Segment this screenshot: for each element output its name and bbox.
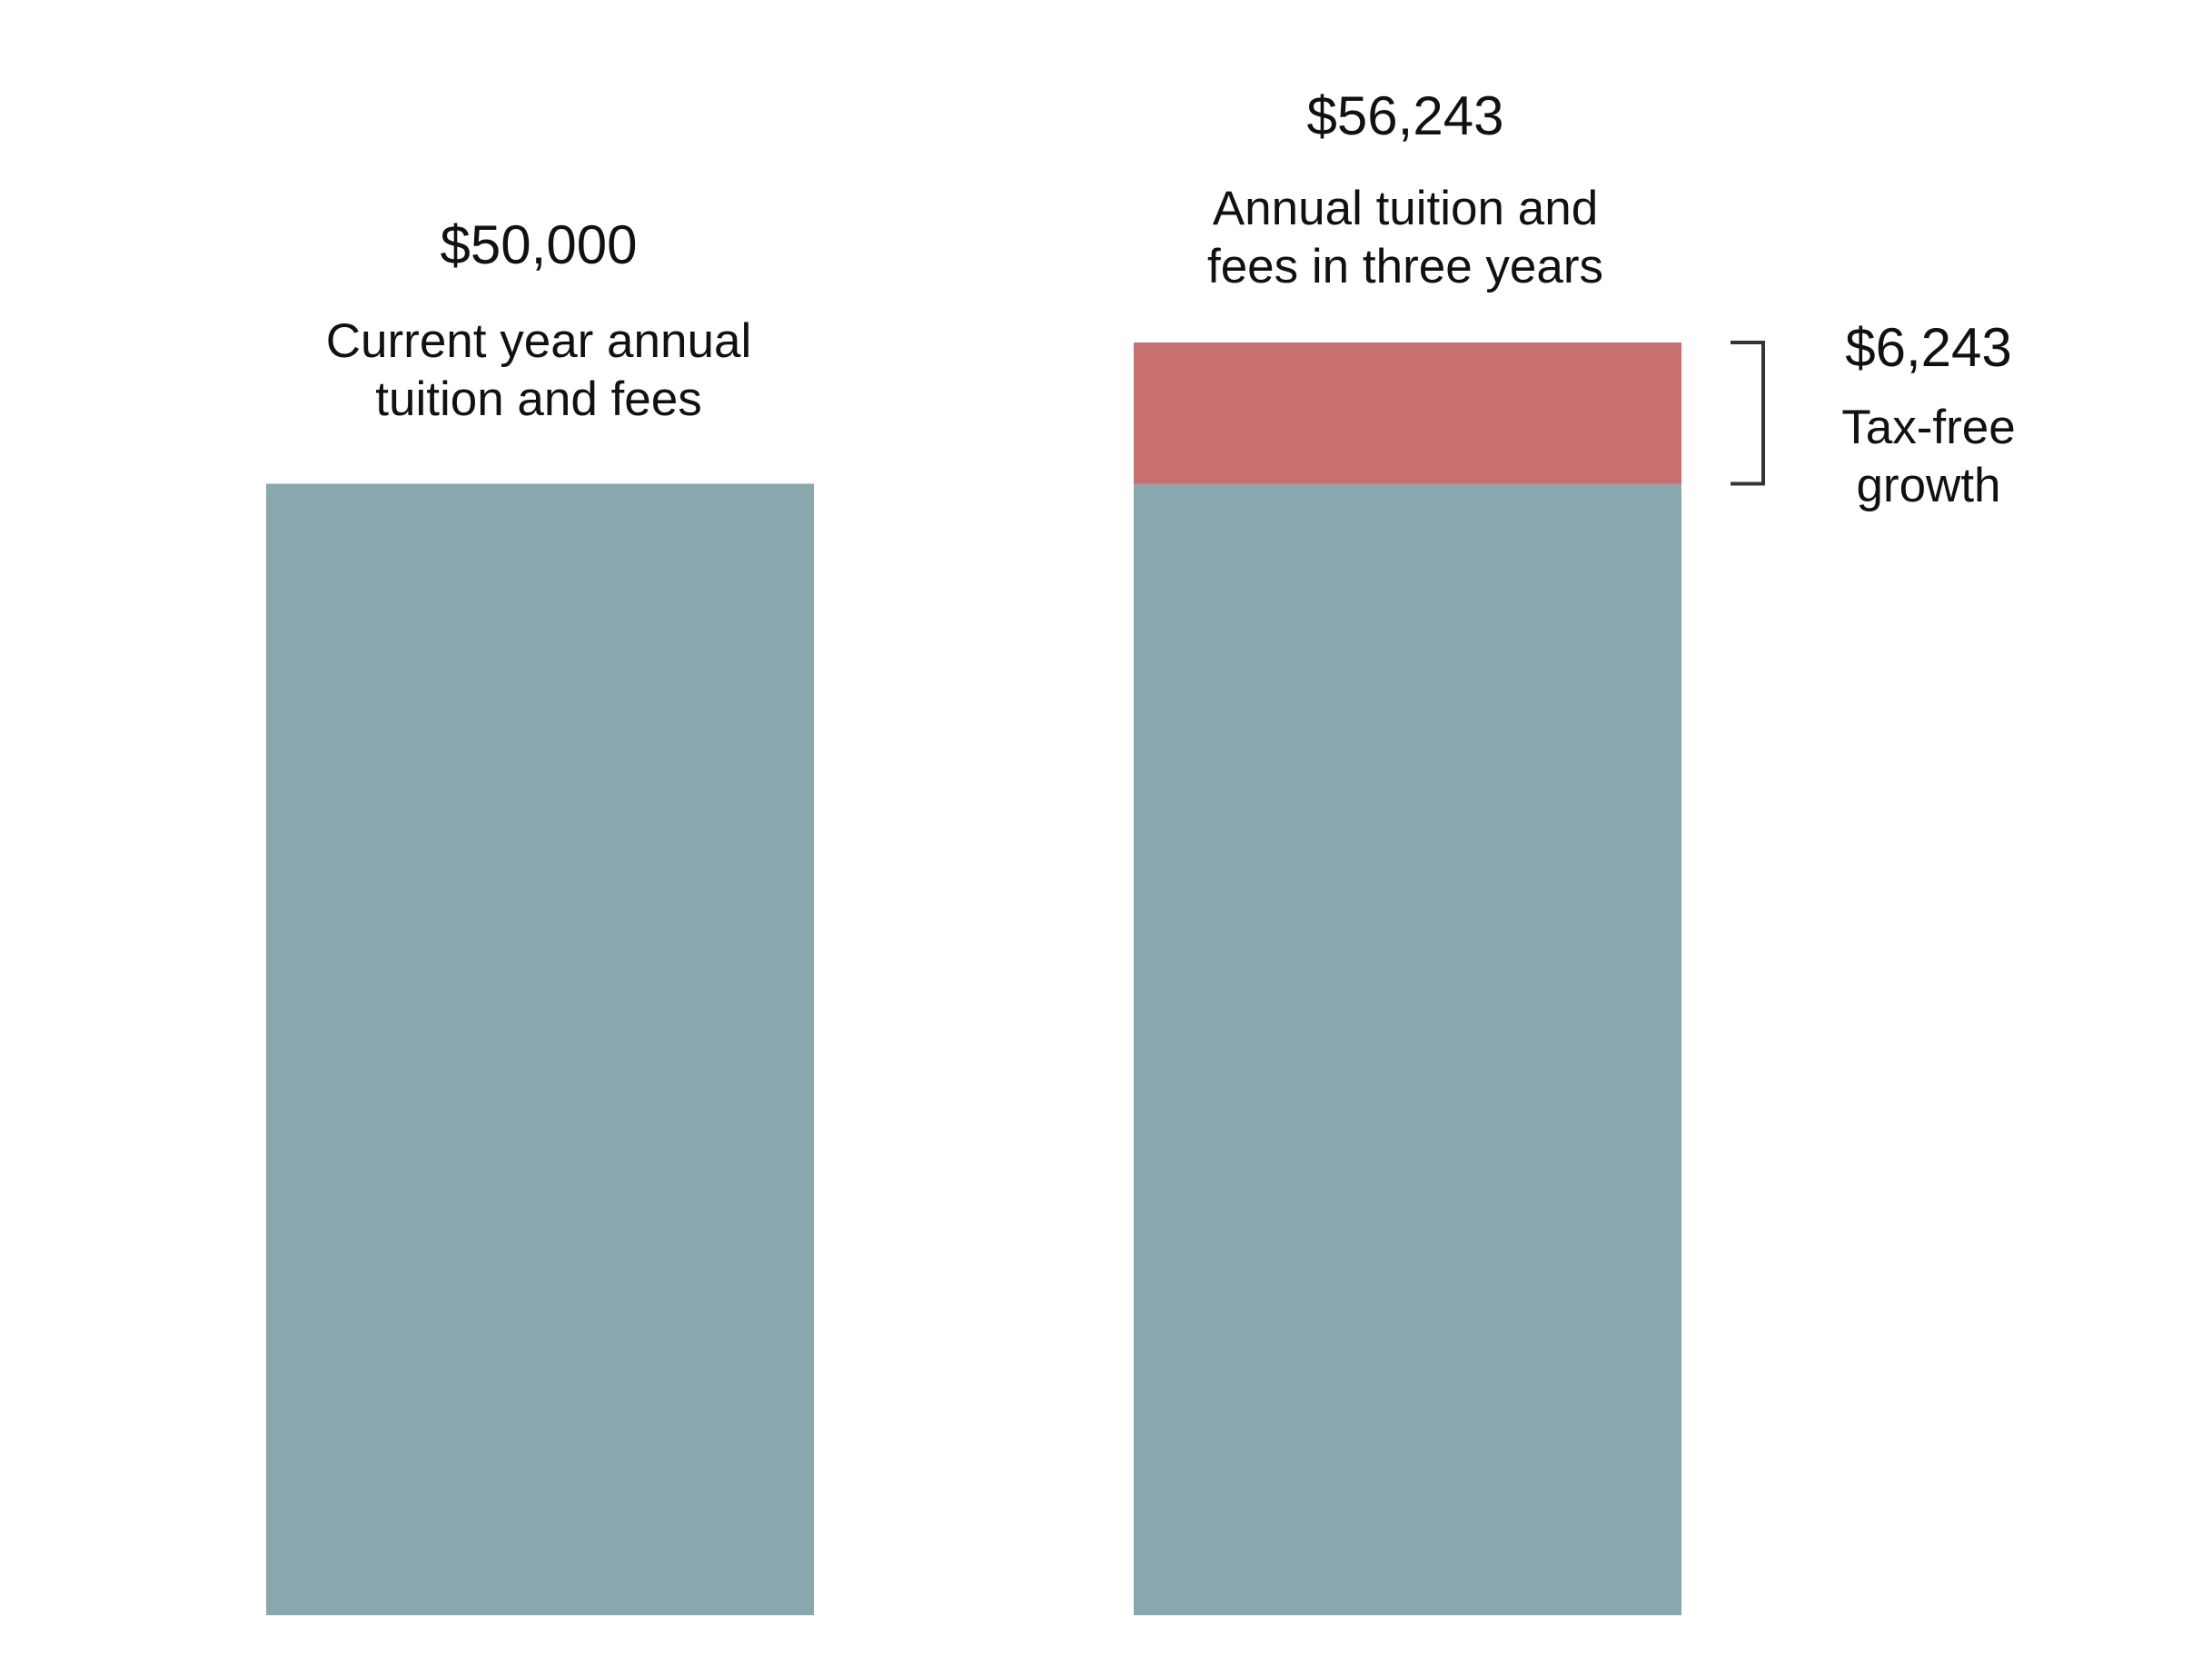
growth-bracket [1731,341,1765,486]
bar-1-value-label: $50,000 [441,214,638,275]
bar-2-value-label: $56,243 [1307,85,1504,146]
bar-2-segment-1 [1134,483,1681,1615]
bar-1-segment-1 [266,483,814,1615]
growth-description-line-2: growth [1856,459,2000,512]
bar-2-segment-2 [1134,342,1681,484]
bars-layer [266,342,1681,1615]
bar-1-description-line-2: tuition and fees [375,372,701,426]
bar-2-description-line-2: fees in three years [1207,240,1603,293]
growth-value-label: $6,243 [1845,317,2012,378]
bar-1-description-line-1: Current year annual [326,314,751,368]
growth-description-line-1: Tax-free [1841,401,2015,454]
bar-2-description-line-1: Annual tuition and [1213,182,1598,235]
